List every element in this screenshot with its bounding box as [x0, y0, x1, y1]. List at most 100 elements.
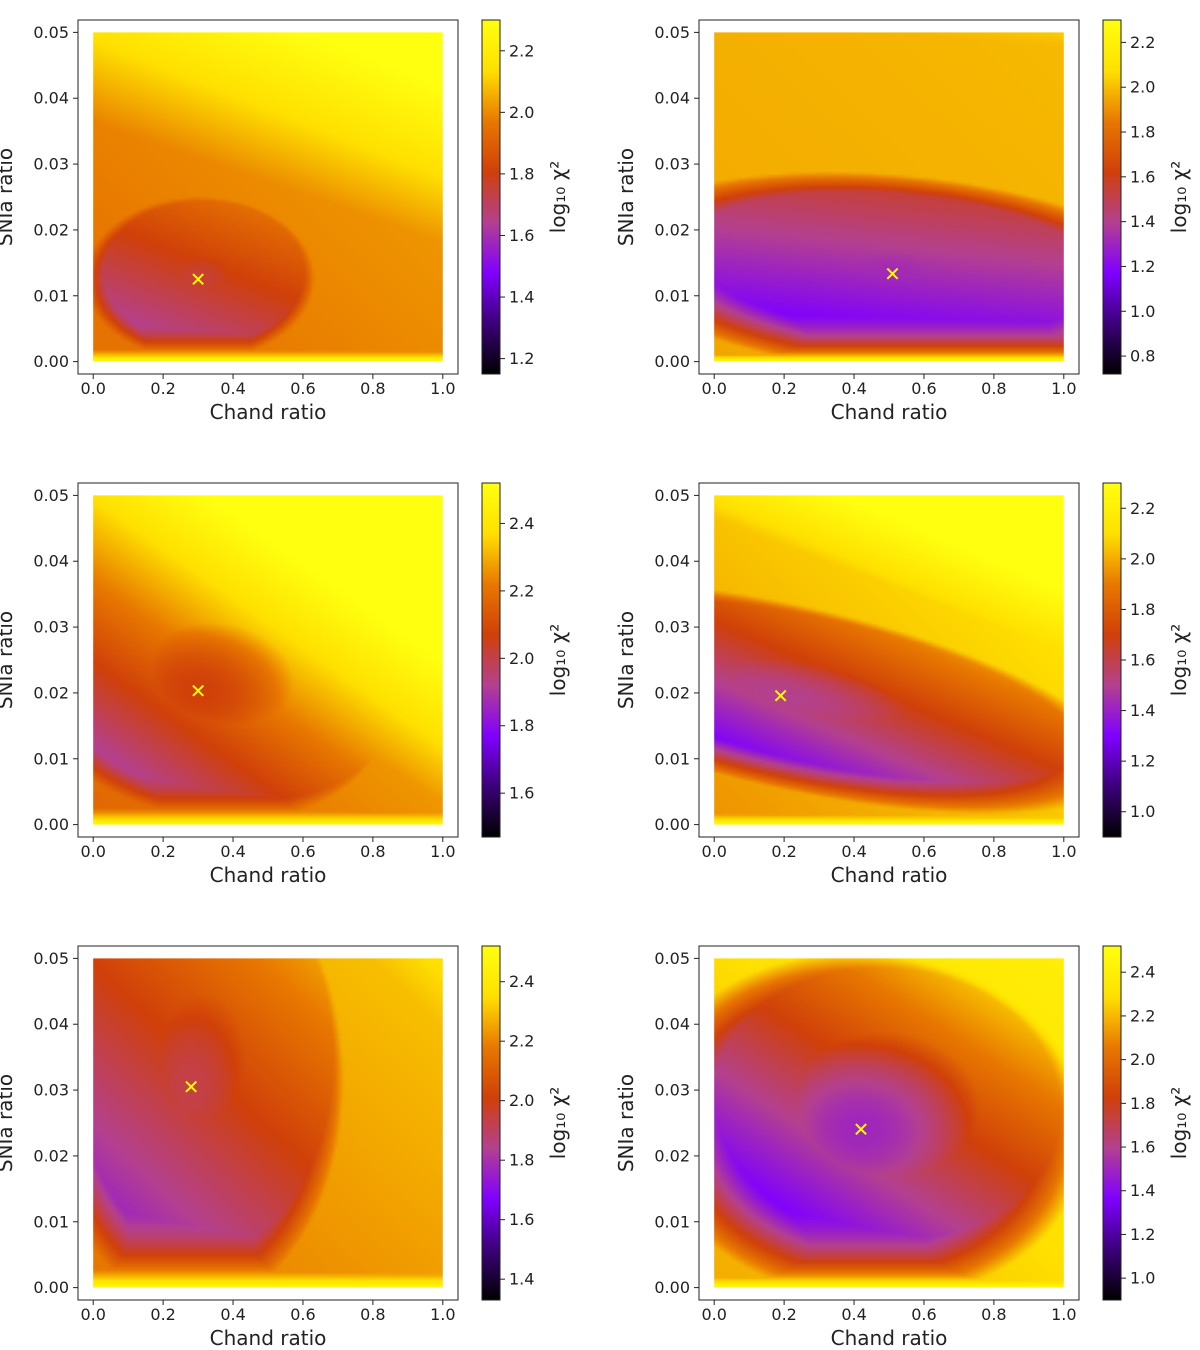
heatmap-image	[714, 958, 1064, 1288]
colorbar-tick-label: 1.2	[1130, 257, 1155, 276]
x-tick-label: 0.8	[981, 379, 1006, 398]
panel-2: 0.0 0.2 0.4 0.6 0.8 1.0 0.00 0.01 0.02 0.03 0.04 0.…	[614, 19, 1191, 424]
colorbar-tick-label: 2.2	[1130, 33, 1155, 52]
x-tick-label: 0.0	[80, 842, 105, 861]
x-tick-label: 0.2	[771, 379, 796, 398]
colorbar	[1102, 19, 1122, 375]
x-tick-label: 1.0	[1051, 379, 1076, 398]
colorbar-tick-label: 1.6	[1130, 651, 1155, 670]
colorbar-tick-label: 1.6	[1130, 167, 1155, 186]
x-tick-label: 1.0	[430, 1305, 455, 1324]
y-tick-label: 0.05	[33, 949, 69, 968]
colorbar-label: log₁₀ χ²	[546, 624, 570, 696]
colorbar	[1102, 945, 1122, 1301]
x-tick-label: 0.0	[701, 1305, 726, 1324]
x-tick-label: 0.2	[771, 1305, 796, 1324]
x-tick-label: 0.2	[150, 379, 175, 398]
y-tick-label: 0.01	[33, 1212, 69, 1231]
colorbar-tick-label: 2.2	[1130, 499, 1155, 518]
x-tick-label: 0.4	[220, 1305, 245, 1324]
colorbar-tick-label: 1.4	[1130, 1181, 1155, 1200]
y-axis-label: SNIa ratio	[0, 148, 17, 246]
panel-5: 0.0 0.2 0.4 0.6 0.8 1.0 0.00 0.01 0.02 0.03 0.04 0.…	[0, 945, 570, 1350]
colorbar-tick-label: 1.0	[1130, 1269, 1155, 1288]
x-tick-label: 0.2	[150, 842, 175, 861]
colorbar-tick-label: 2.0	[1130, 1050, 1155, 1069]
panel-4: 0.0 0.2 0.4 0.6 0.8 1.0 0.00 0.01 0.02 0.03 0.04 0.…	[614, 482, 1191, 887]
heatmap-image	[93, 32, 443, 362]
y-tick-label: 0.01	[654, 286, 690, 305]
panel-6: 0.0 0.2 0.4 0.6 0.8 1.0 0.00 0.01 0.02 0.03 0.04 0.…	[614, 945, 1191, 1350]
best-fit-marker: ✕	[884, 262, 901, 286]
colorbar-tick-label: 1.6	[1130, 1138, 1155, 1157]
best-fit-marker: ✕	[190, 679, 207, 703]
heatmap-image	[714, 32, 1064, 362]
x-tick-label: 0.4	[220, 379, 245, 398]
colorbar-tick-label: 1.2	[1130, 752, 1155, 771]
x-tick-label: 0.6	[911, 842, 936, 861]
x-tick-label: 0.6	[911, 379, 936, 398]
x-tick-label: 0.6	[290, 379, 315, 398]
colorbar-label: log₁₀ χ²	[1167, 1087, 1191, 1159]
x-axis-label: Chand ratio	[210, 863, 327, 887]
y-tick-label: 0.05	[654, 23, 690, 42]
y-tick-label: 0.03	[33, 155, 69, 174]
axes-frame	[77, 482, 459, 838]
x-tick-label: 0.0	[701, 379, 726, 398]
y-tick-label: 0.05	[654, 949, 690, 968]
colorbar-label: log₁₀ χ²	[546, 161, 570, 233]
best-fit-marker: ✕	[772, 684, 789, 708]
y-tick-label: 0.03	[33, 618, 69, 637]
heatmap-image	[714, 495, 1064, 825]
y-tick-label: 0.04	[33, 89, 69, 108]
colorbar-tick-label: 2.0	[509, 103, 534, 122]
y-tick-label: 0.05	[33, 23, 69, 42]
colorbar-tick-label: 2.2	[509, 41, 534, 60]
best-fit-marker: ✕	[190, 267, 207, 291]
colorbar-tick-label: 0.8	[1130, 347, 1155, 366]
colorbar-label: log₁₀ χ²	[1167, 161, 1191, 233]
x-tick-label: 0.0	[80, 1305, 105, 1324]
x-tick-label: 0.0	[80, 379, 105, 398]
colorbar-tick-label: 1.6	[509, 1210, 534, 1229]
x-tick-label: 0.8	[981, 1305, 1006, 1324]
y-axis-label: SNIa ratio	[0, 1074, 17, 1172]
x-tick-label: 0.4	[220, 842, 245, 861]
colorbar-tick-label: 2.0	[509, 1091, 534, 1110]
y-tick-label: 0.02	[33, 1146, 69, 1165]
panel-1: 0.0 0.2 0.4 0.6 0.8 1.0 0.00 0.01 0.02 0.03 0.04 0.…	[0, 19, 570, 424]
panel-3: 0.0 0.2 0.4 0.6 0.8 1.0 0.00 0.01 0.02 0.03 0.04 0.…	[0, 482, 570, 887]
y-tick-label: 0.00	[654, 352, 690, 371]
x-tick-label: 0.2	[771, 842, 796, 861]
colorbar-tick-label: 2.0	[1130, 549, 1155, 568]
colorbar-tick-label: 1.8	[1130, 1094, 1155, 1113]
y-tick-label: 0.03	[654, 155, 690, 174]
colorbar	[481, 19, 501, 375]
colorbar-tick-label: 1.4	[509, 1270, 534, 1289]
x-axis-label: Chand ratio	[831, 400, 948, 424]
colorbar-tick-label: 2.2	[1130, 1006, 1155, 1025]
colorbar-tick-label: 2.2	[509, 581, 534, 600]
y-tick-label: 0.03	[654, 1081, 690, 1100]
y-tick-label: 0.00	[33, 352, 69, 371]
y-axis-label: SNIa ratio	[614, 611, 638, 709]
y-tick-label: 0.04	[654, 552, 690, 571]
best-fit-marker: ✕	[853, 1118, 870, 1142]
colorbar-tick-label: 1.4	[509, 288, 534, 307]
y-tick-label: 0.00	[33, 1278, 69, 1297]
y-axis-label: SNIa ratio	[614, 148, 638, 246]
y-tick-label: 0.02	[33, 220, 69, 239]
y-tick-label: 0.00	[654, 815, 690, 834]
colorbar-tick-label: 1.8	[509, 1151, 534, 1170]
best-fit-marker: ✕	[183, 1075, 200, 1099]
x-tick-label: 0.6	[290, 1305, 315, 1324]
y-tick-label: 0.04	[654, 89, 690, 108]
colorbar-label: log₁₀ χ²	[1167, 624, 1191, 696]
x-tick-label: 0.6	[911, 1305, 936, 1324]
y-tick-label: 0.00	[33, 815, 69, 834]
x-tick-label: 0.4	[841, 379, 866, 398]
y-tick-label: 0.04	[33, 1015, 69, 1034]
x-axis-label: Chand ratio	[210, 400, 327, 424]
colorbar-tick-label: 2.0	[1130, 78, 1155, 97]
